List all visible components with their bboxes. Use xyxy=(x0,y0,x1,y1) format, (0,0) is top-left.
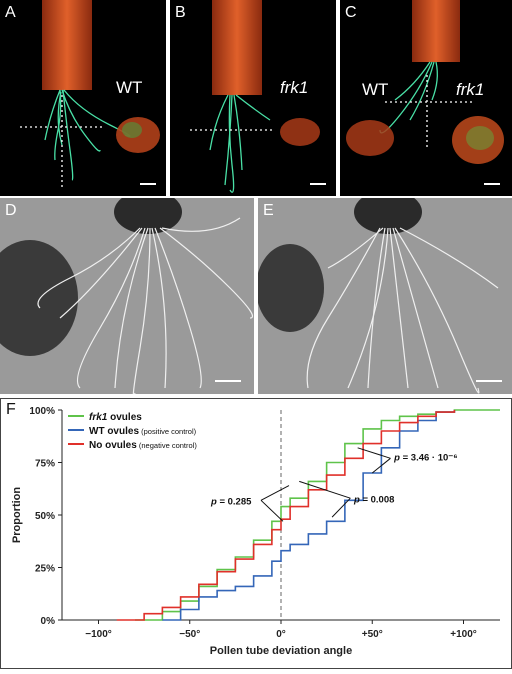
pollen-tubes xyxy=(37,217,254,394)
pistil-style xyxy=(412,0,460,62)
series-line-0 xyxy=(135,409,500,621)
annotation-p-0285: p = 0.285 xyxy=(210,497,252,508)
panel-label-e: E xyxy=(263,202,274,219)
x-tick-label: +100° xyxy=(450,629,477,640)
scale-bar xyxy=(476,380,502,382)
panel-a-micrograph xyxy=(20,0,160,190)
panel-f-chart: F 0% 25% 50% 75% 100% −100° −50° 0° +50° +100° Pol… xyxy=(0,398,512,669)
panel-e-micrograph xyxy=(258,198,512,394)
panel-label-c: C xyxy=(345,4,357,21)
panel-c-genotype-right: frk1 xyxy=(456,80,485,99)
series-line-2 xyxy=(116,410,456,621)
pollen-tubes xyxy=(209,94,271,193)
annotation-p-0008: p = 0.008 xyxy=(353,494,394,505)
scale-bar xyxy=(140,183,156,185)
series-line-1 xyxy=(162,410,456,621)
scale-bar xyxy=(310,183,326,185)
panel-label-d: D xyxy=(5,202,17,219)
x-axis-label: Pollen tube deviation angle xyxy=(210,645,352,657)
y-tick-label: 25% xyxy=(35,564,55,575)
pollen-tubes xyxy=(306,227,499,394)
panel-c-genotype-left: WT xyxy=(362,80,389,99)
annotation-arrow-346e-6 xyxy=(357,447,391,474)
pollen-tubes xyxy=(379,61,438,134)
pistil-style xyxy=(212,0,262,95)
ovule xyxy=(258,244,324,332)
legend-entry-2: No ovules (negative control) xyxy=(89,440,197,451)
panel-d: D xyxy=(0,198,254,394)
x-tick-label: +50° xyxy=(362,629,383,640)
panel-a-genotype: WT xyxy=(116,78,143,97)
panel-a: A WT xyxy=(0,0,166,196)
y-tick-label: 0% xyxy=(41,616,56,627)
pistil xyxy=(114,198,182,234)
scale-bar xyxy=(215,380,241,382)
panel-e: E xyxy=(258,198,512,394)
y-tick-label: 75% xyxy=(35,459,55,470)
panel-c-micrograph xyxy=(346,0,504,185)
pistil xyxy=(354,198,422,234)
panel-b-micrograph xyxy=(190,0,326,193)
legend-entry-0: frk1 ovules xyxy=(89,412,142,423)
ovule xyxy=(0,240,78,356)
panel-label-a: A xyxy=(5,4,16,21)
pistil-style xyxy=(42,0,92,90)
y-axis-label: Proportion xyxy=(11,487,23,543)
panel-label-b: B xyxy=(175,4,186,21)
ovule xyxy=(280,118,320,146)
legend-entry-1: WT ovules (positive control) xyxy=(89,426,197,437)
annotation-arrow-0285 xyxy=(260,485,290,522)
y-tick-label: 50% xyxy=(35,511,55,522)
panel-b: B frk1 xyxy=(170,0,336,196)
panel-label-f: F xyxy=(6,401,16,418)
annotation-arrow-0008 xyxy=(299,480,351,518)
annotation-p-346e-6: p = 3.46 · 10⁻⁶ xyxy=(393,452,458,463)
cdf-chart-svg: F 0% 25% 50% 75% 100% −100° −50° 0° +50° +100° Pol… xyxy=(0,398,512,669)
pollen-tubes xyxy=(44,89,131,181)
panel-b-genotype: frk1 xyxy=(280,78,309,97)
scale-bar xyxy=(484,183,500,185)
panel-d-micrograph xyxy=(0,198,254,394)
x-tick-label: −50° xyxy=(179,629,200,640)
panel-c: C WT frk1 xyxy=(340,0,512,196)
x-tick-label: −100° xyxy=(85,629,112,640)
y-tick-label: 100% xyxy=(29,406,55,417)
x-tick-label: 0° xyxy=(276,629,286,640)
wt-ovule xyxy=(346,120,394,156)
